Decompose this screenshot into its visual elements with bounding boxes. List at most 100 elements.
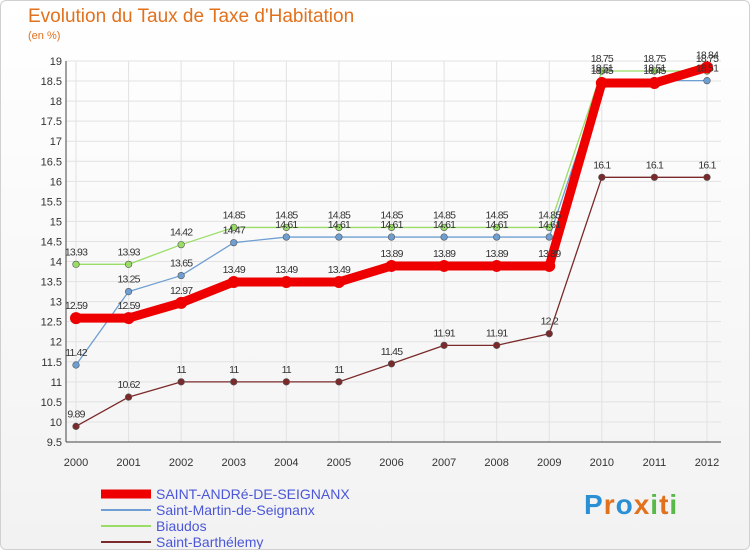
data-label: 11 xyxy=(334,364,344,376)
data-point xyxy=(648,77,661,90)
y-tick-label: 18.5 xyxy=(41,76,62,88)
data-label: 16.1 xyxy=(698,159,716,171)
data-label: 18.51 xyxy=(643,63,666,75)
data-point xyxy=(545,233,553,241)
data-point xyxy=(493,233,501,241)
data-point xyxy=(490,259,503,272)
data-label: 13.49 xyxy=(223,264,246,276)
x-tick-label: 2003 xyxy=(222,457,246,469)
y-tick-label: 16 xyxy=(50,176,62,188)
data-point xyxy=(598,67,606,75)
x-tick-label: 2000 xyxy=(64,457,88,469)
data-label: 14.61 xyxy=(380,219,403,231)
data-label: 12.59 xyxy=(117,300,140,312)
legend-label: Biaudos xyxy=(156,518,207,534)
logo-letter: r xyxy=(603,489,616,520)
x-tick-label: 2002 xyxy=(169,457,193,469)
data-point xyxy=(440,233,448,241)
logo-letter: x xyxy=(633,489,651,520)
x-tick-label: 2004 xyxy=(274,457,298,469)
data-label: 14.85 xyxy=(486,209,509,221)
data-point xyxy=(230,378,238,386)
data-point xyxy=(124,393,133,401)
data-label: 10.62 xyxy=(117,379,140,391)
data-point xyxy=(703,77,711,85)
data-label: 14.85 xyxy=(538,209,561,221)
logo-letter: o xyxy=(615,489,634,520)
x-tick-label: 2009 xyxy=(537,457,561,469)
data-label: 16.1 xyxy=(593,159,611,171)
data-label: 14.85 xyxy=(380,209,403,221)
x-tick-label: 2012 xyxy=(695,457,719,469)
data-point xyxy=(335,233,343,241)
x-tick-label: 2010 xyxy=(590,457,614,469)
data-label: 13.93 xyxy=(65,246,88,258)
data-point xyxy=(543,259,556,272)
y-tick-label: 13 xyxy=(50,297,62,309)
y-tick-label: 18 xyxy=(50,96,62,108)
data-point xyxy=(387,360,396,368)
data-point xyxy=(177,378,185,386)
data-point xyxy=(72,260,80,268)
data-label: 11 xyxy=(282,364,292,376)
data-label: 13.89 xyxy=(380,248,403,260)
data-label: 13.89 xyxy=(486,248,509,260)
data-point xyxy=(282,223,290,232)
x-tick-label: 2011 xyxy=(643,457,667,469)
data-label: 11.42 xyxy=(65,347,87,359)
data-point xyxy=(175,296,188,309)
data-point xyxy=(230,239,238,247)
data-label: 18.51 xyxy=(696,63,719,75)
data-point xyxy=(438,259,451,272)
y-tick-label: 10 xyxy=(50,417,62,429)
y-tick-label: 15.5 xyxy=(41,196,62,208)
data-point xyxy=(227,275,240,288)
y-tick-label: 10.5 xyxy=(41,397,62,409)
data-point xyxy=(124,260,133,268)
data-point xyxy=(595,77,608,90)
data-point xyxy=(72,361,80,369)
y-tick-label: 9.5 xyxy=(47,437,62,449)
y-tick-label: 11.5 xyxy=(41,357,62,369)
data-point xyxy=(440,223,448,232)
y-tick-label: 19 xyxy=(50,56,62,68)
data-label: 14.61 xyxy=(433,219,456,231)
data-point xyxy=(650,173,659,181)
logo-letter: P xyxy=(584,489,604,520)
y-tick-label: 11 xyxy=(51,377,62,389)
y-tick-label: 14.5 xyxy=(41,236,62,248)
data-point xyxy=(280,275,293,288)
data-point xyxy=(122,312,135,325)
data-label: 11.45 xyxy=(381,346,403,358)
data-label: 14.61 xyxy=(275,219,298,231)
data-point xyxy=(230,223,238,232)
data-label: 14.61 xyxy=(538,219,561,231)
data-point xyxy=(332,275,345,288)
logo-letter: t xyxy=(659,489,670,520)
data-label: 18.75 xyxy=(696,53,719,65)
data-label: 14.61 xyxy=(486,219,509,231)
proxiti-logo: Proxiti xyxy=(584,489,678,521)
data-label: 13.49 xyxy=(275,264,298,276)
data-point xyxy=(124,288,133,296)
legend-label: Saint-Martin-de-Seignanx xyxy=(156,502,315,518)
legend-swatch xyxy=(101,509,151,511)
data-label: 13.65 xyxy=(170,258,193,270)
data-label: 14.85 xyxy=(275,209,298,221)
chart-title: Evolution du Taux de Taxe d'Habitation xyxy=(28,6,355,27)
data-label: 16.1 xyxy=(646,159,664,171)
data-label: 14.61 xyxy=(328,219,351,231)
logo-letter: i xyxy=(669,489,679,520)
y-tick-label: 14 xyxy=(50,257,62,269)
legend-swatch xyxy=(101,525,151,527)
data-label: 12.97 xyxy=(170,285,193,297)
y-tick-label: 16.5 xyxy=(41,156,62,168)
y-tick-label: 15 xyxy=(50,216,62,228)
legend-label: Saint-Barthélemy xyxy=(156,534,264,550)
data-label: 13.49 xyxy=(328,264,351,276)
data-label: 9.89 xyxy=(67,408,85,420)
data-label: 18.75 xyxy=(591,53,614,65)
legend-label: SAINT-ANDRé-DE-SEIGNANX xyxy=(156,486,350,502)
data-point xyxy=(282,378,290,386)
